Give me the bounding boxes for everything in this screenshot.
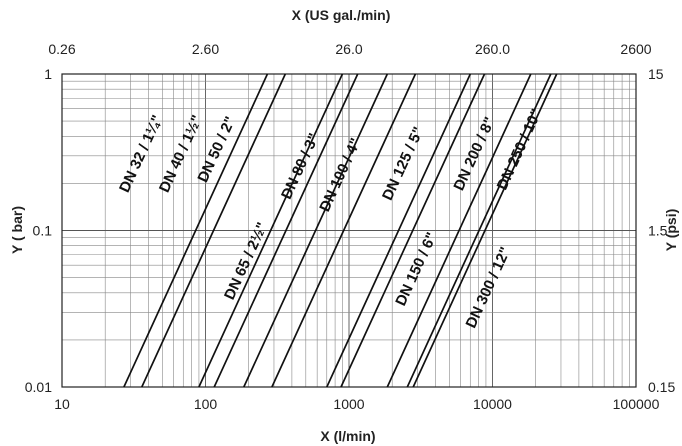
plot-frame (61, 73, 637, 388)
series-line (271, 73, 417, 388)
x-tick-label: 1000 (333, 396, 364, 412)
series-line (243, 73, 389, 388)
right-tick-label: 1.5 (648, 223, 668, 239)
top-tick-label: 0.26 (48, 41, 75, 57)
series-group (123, 73, 558, 388)
x-tick-label: 10000 (473, 396, 512, 412)
series-line (386, 73, 532, 388)
x-tick-label: 100000 (613, 396, 660, 412)
top-tick-label: 2600 (620, 41, 651, 57)
top-tick-label: 2.60 (192, 41, 219, 57)
right-tick-label: 0.15 (648, 379, 675, 395)
y-tick-label: 1 (44, 66, 52, 82)
series-line (340, 73, 486, 388)
x-tick-label: 10 (54, 396, 70, 412)
right-tick-label: 15 (648, 66, 664, 82)
series-line (198, 73, 344, 388)
top-tick-label: 26.0 (335, 41, 362, 57)
grid (61, 74, 636, 388)
x-axis-title: X (l/min) (320, 428, 375, 444)
y-axis-title: Y ( bar) (9, 206, 25, 254)
tick-labels: 10 100 1000 10000 100000 0.26 2.60 26.0 260.0 260… (25, 41, 676, 412)
series-line (412, 73, 558, 388)
top-tick-label: 260.0 (475, 41, 510, 57)
series-line (123, 73, 269, 388)
top-axis-title: X (US gal./min) (292, 7, 391, 23)
series-line (141, 73, 287, 388)
x-tick-label: 100 (194, 396, 218, 412)
y-tick-label: 0.1 (33, 223, 53, 239)
series-line (213, 73, 359, 388)
y-tick-label: 0.01 (25, 379, 52, 395)
series-line (406, 73, 552, 388)
series-line (326, 73, 472, 388)
right-axis-title: Y (psi) (663, 209, 679, 252)
